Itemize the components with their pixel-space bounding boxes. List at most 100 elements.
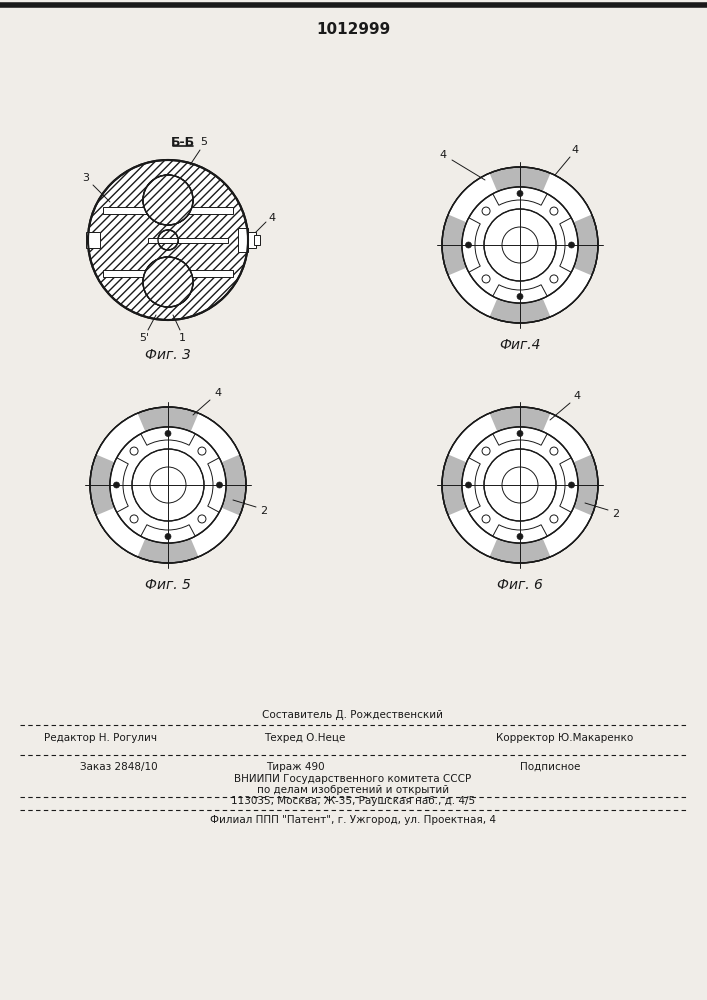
Wedge shape xyxy=(141,427,195,445)
Circle shape xyxy=(110,427,226,543)
Bar xyxy=(103,207,233,214)
Wedge shape xyxy=(560,458,578,512)
Wedge shape xyxy=(189,506,240,557)
Wedge shape xyxy=(493,187,547,205)
Circle shape xyxy=(550,207,558,215)
Text: Б-Б: Б-Б xyxy=(171,135,195,148)
Circle shape xyxy=(198,515,206,523)
Circle shape xyxy=(502,467,538,503)
Text: 5: 5 xyxy=(201,137,207,147)
Text: 1: 1 xyxy=(178,333,185,343)
Bar xyxy=(103,270,233,277)
Wedge shape xyxy=(541,506,592,557)
Text: 5': 5' xyxy=(139,333,149,343)
Wedge shape xyxy=(189,413,240,464)
Circle shape xyxy=(143,175,193,225)
Text: Подписное: Подписное xyxy=(520,762,580,772)
Wedge shape xyxy=(96,413,147,464)
Wedge shape xyxy=(448,506,499,557)
Circle shape xyxy=(465,482,472,488)
Circle shape xyxy=(158,230,178,250)
Circle shape xyxy=(568,482,575,488)
Wedge shape xyxy=(448,173,499,224)
Wedge shape xyxy=(493,427,547,445)
Bar xyxy=(148,237,178,242)
Wedge shape xyxy=(560,218,578,272)
Text: Тираж 490: Тираж 490 xyxy=(266,762,325,772)
Circle shape xyxy=(130,447,138,455)
Text: Филиал ППП "Патент", г. Ужгород, ул. Проектная, 4: Филиал ППП "Патент", г. Ужгород, ул. Про… xyxy=(210,815,496,825)
Circle shape xyxy=(462,187,578,303)
Circle shape xyxy=(132,449,204,521)
Wedge shape xyxy=(208,458,226,512)
Wedge shape xyxy=(493,285,547,303)
Bar xyxy=(238,228,248,252)
Circle shape xyxy=(198,447,206,455)
Circle shape xyxy=(550,275,558,283)
Text: ВНИИПИ Государственного комитета СССР: ВНИИПИ Государственного комитета СССР xyxy=(235,774,472,784)
Circle shape xyxy=(150,467,186,503)
Text: Фиг. 6: Фиг. 6 xyxy=(497,578,543,592)
Text: Составитель Д. Рождественский: Составитель Д. Рождественский xyxy=(262,710,443,720)
Text: 113035, Москва, Ж-35, Раушская наб., д. 4/5: 113035, Москва, Ж-35, Раушская наб., д. … xyxy=(231,796,475,806)
Wedge shape xyxy=(493,525,547,543)
Wedge shape xyxy=(110,458,128,512)
Text: Редактор Н. Рогулич: Редактор Н. Рогулич xyxy=(44,733,156,743)
Circle shape xyxy=(482,275,490,283)
Text: Фиг. 3: Фиг. 3 xyxy=(145,348,191,362)
Circle shape xyxy=(90,407,246,563)
Circle shape xyxy=(465,242,472,248)
Text: Корректор Ю.Макаренко: Корректор Ю.Макаренко xyxy=(496,733,633,743)
Circle shape xyxy=(482,447,490,455)
Circle shape xyxy=(517,430,523,436)
Text: Заказ 2848/10: Заказ 2848/10 xyxy=(80,762,158,772)
Wedge shape xyxy=(448,266,499,317)
Wedge shape xyxy=(541,413,592,464)
Wedge shape xyxy=(462,218,480,272)
Circle shape xyxy=(143,175,193,225)
Circle shape xyxy=(517,294,523,300)
Text: 4: 4 xyxy=(573,391,580,401)
Text: 2: 2 xyxy=(612,509,619,519)
Circle shape xyxy=(130,515,138,523)
Circle shape xyxy=(442,167,598,323)
Circle shape xyxy=(462,427,578,543)
Wedge shape xyxy=(541,266,592,317)
Circle shape xyxy=(114,482,119,488)
Circle shape xyxy=(216,482,223,488)
Text: 4: 4 xyxy=(571,145,578,155)
Circle shape xyxy=(165,430,171,436)
Circle shape xyxy=(517,534,523,540)
Bar xyxy=(248,232,256,248)
Text: Техред О.Неце: Техред О.Неце xyxy=(264,733,346,743)
Wedge shape xyxy=(462,458,480,512)
Circle shape xyxy=(484,449,556,521)
Bar xyxy=(86,232,100,248)
Circle shape xyxy=(482,207,490,215)
Text: Фиг. 5: Фиг. 5 xyxy=(145,578,191,592)
Circle shape xyxy=(484,209,556,281)
Circle shape xyxy=(88,160,248,320)
Circle shape xyxy=(442,407,598,563)
Circle shape xyxy=(165,534,171,540)
Circle shape xyxy=(568,242,575,248)
Circle shape xyxy=(143,257,193,307)
Circle shape xyxy=(482,515,490,523)
Text: 4: 4 xyxy=(440,150,447,160)
Text: 3: 3 xyxy=(83,173,90,183)
Wedge shape xyxy=(96,506,147,557)
Circle shape xyxy=(502,227,538,263)
Text: 1012999: 1012999 xyxy=(316,22,390,37)
Wedge shape xyxy=(141,525,195,543)
Text: 4: 4 xyxy=(214,388,221,398)
Wedge shape xyxy=(541,173,592,224)
Text: по делам изобретений и открытий: по делам изобретений и открытий xyxy=(257,785,449,795)
Circle shape xyxy=(143,257,193,307)
Text: 4: 4 xyxy=(269,213,276,223)
Circle shape xyxy=(517,190,523,196)
Text: 2: 2 xyxy=(260,506,267,516)
Circle shape xyxy=(550,447,558,455)
Bar xyxy=(178,237,228,242)
Text: Фиг.4: Фиг.4 xyxy=(499,338,541,352)
Wedge shape xyxy=(448,413,499,464)
